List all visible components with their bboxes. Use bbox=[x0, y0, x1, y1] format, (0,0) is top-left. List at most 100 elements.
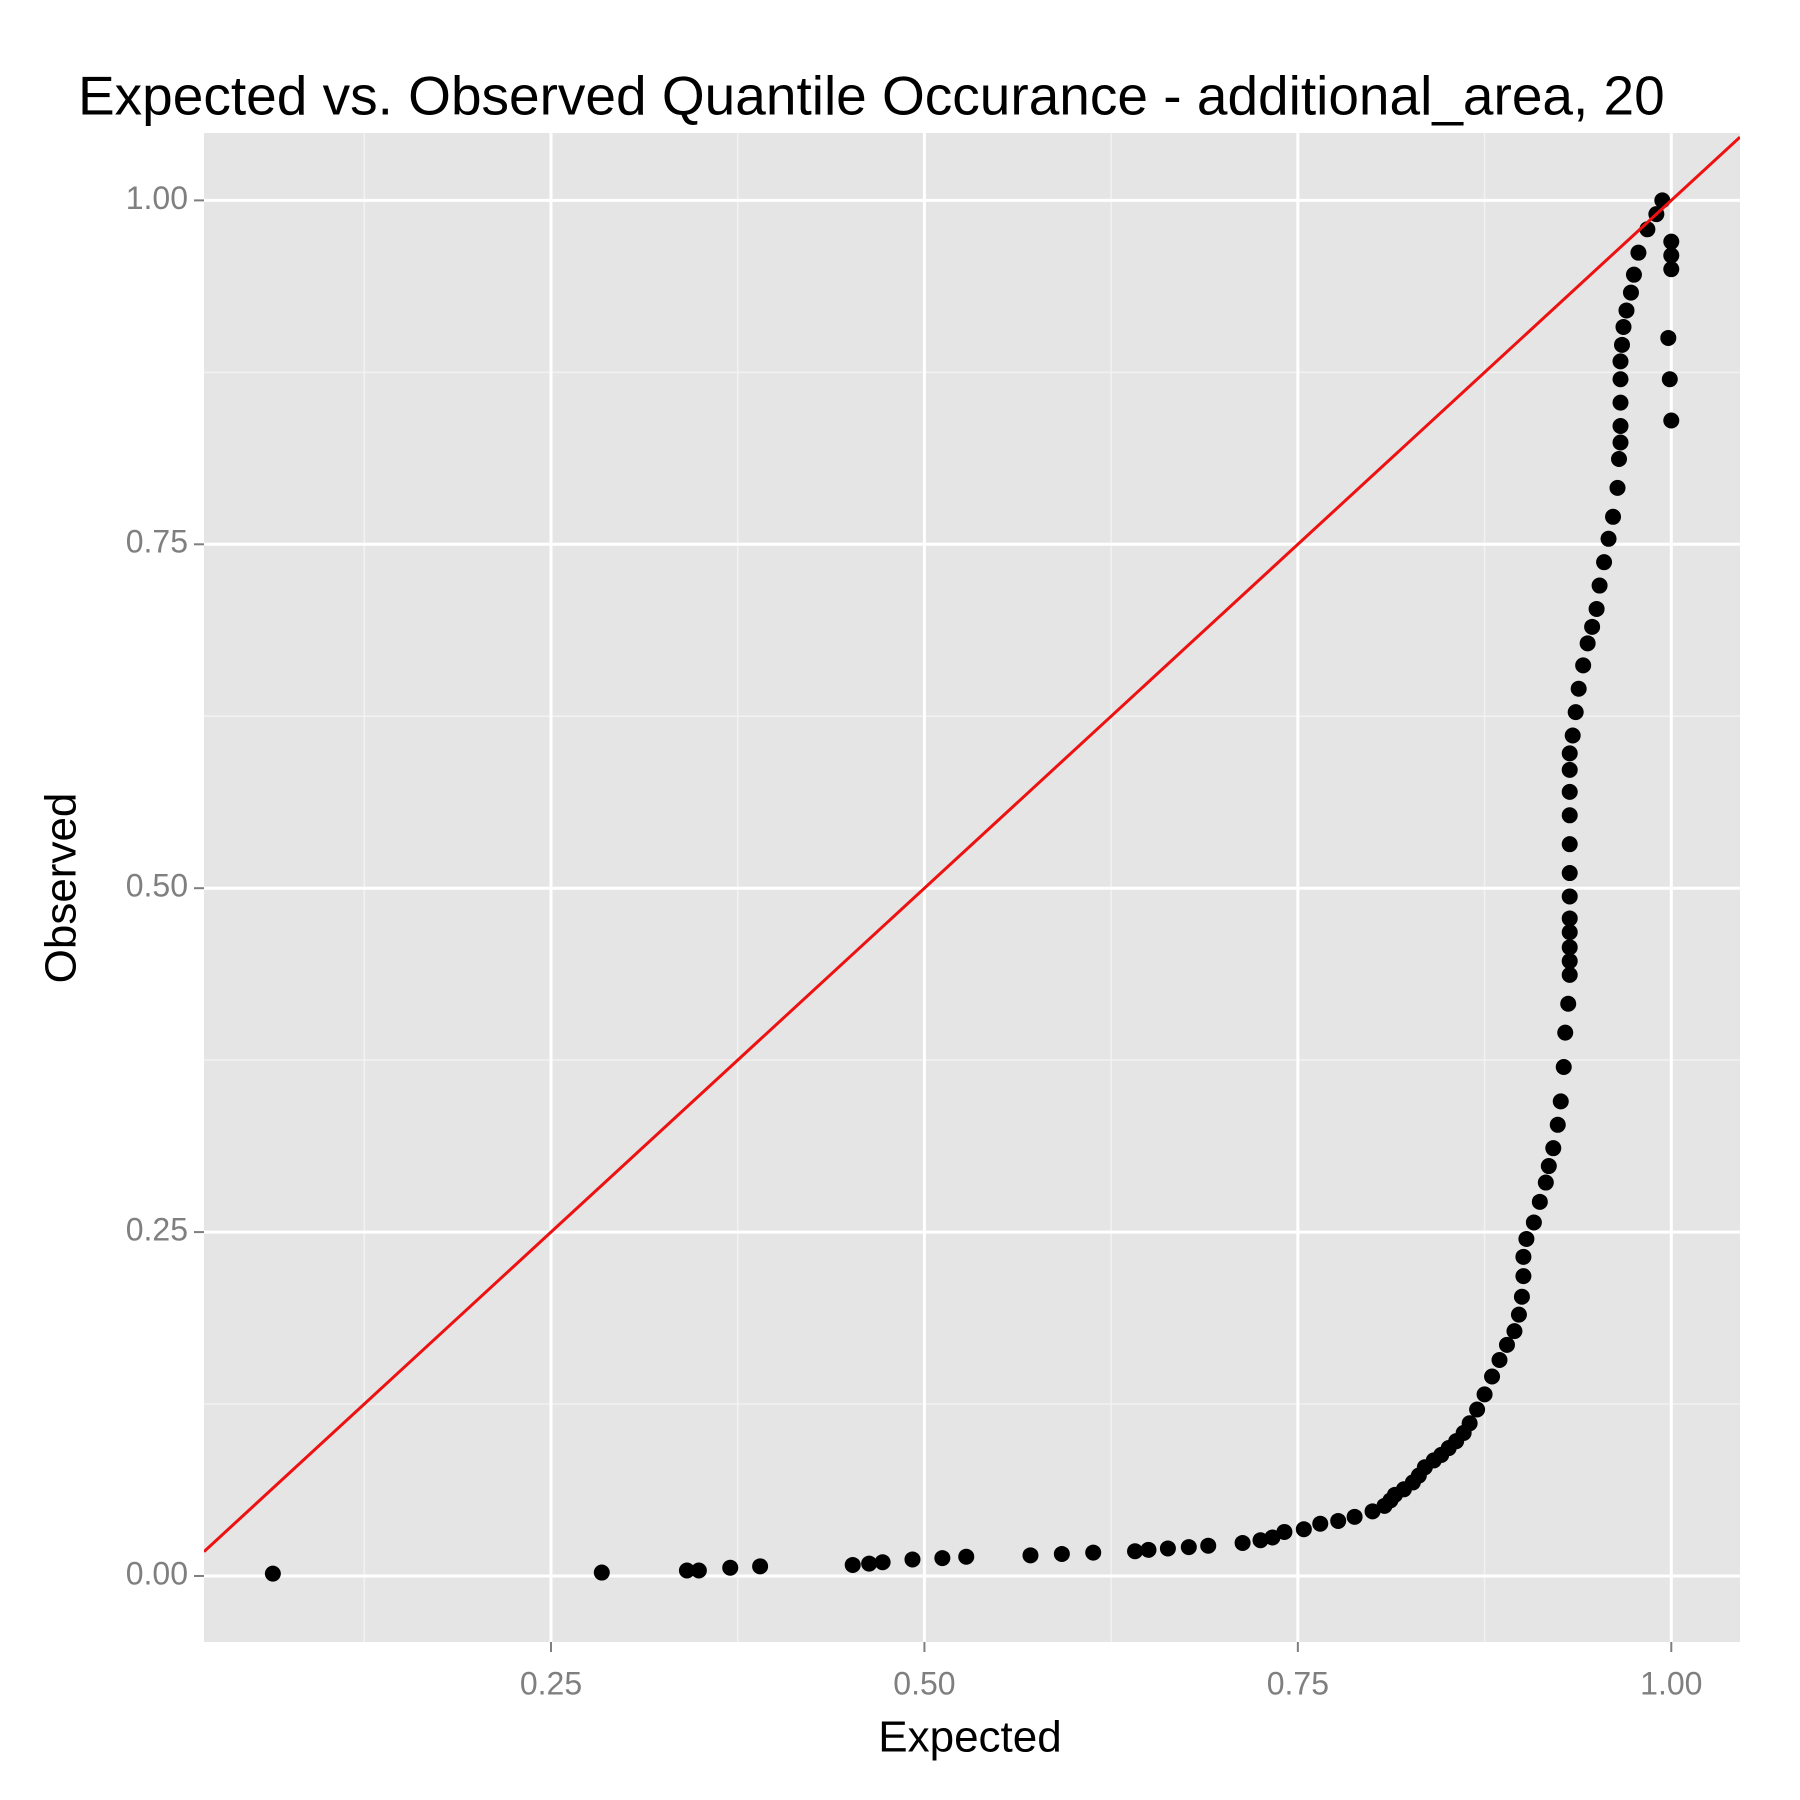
point bbox=[1591, 577, 1608, 594]
point bbox=[1234, 1534, 1251, 1551]
point bbox=[1330, 1512, 1347, 1529]
point bbox=[844, 1556, 861, 1573]
point bbox=[1663, 261, 1680, 278]
point bbox=[934, 1550, 951, 1567]
point bbox=[1612, 417, 1629, 434]
point bbox=[1180, 1539, 1197, 1556]
point bbox=[1561, 966, 1578, 983]
point bbox=[1600, 530, 1617, 547]
point bbox=[1561, 888, 1578, 905]
point bbox=[1545, 1140, 1562, 1157]
point bbox=[1560, 995, 1577, 1012]
point bbox=[1506, 1323, 1523, 1340]
point bbox=[1561, 924, 1578, 941]
x-tick-label: 1.00 bbox=[1640, 1665, 1702, 1701]
point bbox=[1346, 1508, 1363, 1525]
point bbox=[1561, 865, 1578, 882]
y-tick-label: 0.00 bbox=[126, 1555, 188, 1591]
point bbox=[1612, 434, 1629, 451]
point bbox=[1552, 1093, 1569, 1110]
point bbox=[1200, 1537, 1217, 1554]
point bbox=[1575, 657, 1592, 674]
point bbox=[861, 1555, 878, 1572]
point bbox=[1654, 192, 1671, 209]
point bbox=[1584, 618, 1601, 635]
chart-title: Expected vs. Observed Quantile Occurance… bbox=[78, 65, 1665, 127]
x-tick-label: 0.50 bbox=[893, 1665, 955, 1701]
point bbox=[1561, 807, 1578, 824]
point bbox=[690, 1562, 707, 1579]
point bbox=[1611, 451, 1628, 468]
x-axis-label: Expected bbox=[878, 1713, 1061, 1762]
point bbox=[1561, 761, 1578, 778]
point bbox=[1484, 1368, 1501, 1385]
point bbox=[958, 1548, 975, 1565]
point bbox=[264, 1565, 281, 1582]
point bbox=[1513, 1288, 1530, 1305]
point bbox=[1661, 371, 1678, 388]
point bbox=[1564, 727, 1581, 744]
point bbox=[1510, 1306, 1527, 1323]
point bbox=[1561, 783, 1578, 800]
point bbox=[1567, 704, 1584, 721]
point bbox=[1618, 302, 1635, 319]
point bbox=[1159, 1540, 1176, 1557]
point bbox=[1461, 1415, 1478, 1432]
point bbox=[1663, 247, 1680, 264]
y-tick-label: 0.50 bbox=[126, 868, 188, 904]
point bbox=[1498, 1336, 1515, 1353]
point bbox=[1561, 939, 1578, 956]
point bbox=[1561, 836, 1578, 853]
point bbox=[1605, 508, 1622, 525]
point bbox=[1555, 1059, 1572, 1076]
point bbox=[1085, 1544, 1102, 1561]
point bbox=[722, 1559, 739, 1576]
point bbox=[1579, 635, 1596, 652]
point bbox=[1469, 1401, 1486, 1418]
y-axis-label: Observed bbox=[37, 793, 86, 984]
point bbox=[1518, 1230, 1535, 1247]
point bbox=[1561, 910, 1578, 927]
point bbox=[1609, 479, 1626, 496]
point bbox=[1570, 680, 1587, 697]
point bbox=[1491, 1352, 1508, 1369]
point bbox=[1549, 1116, 1566, 1133]
point bbox=[1663, 233, 1680, 250]
point bbox=[1561, 745, 1578, 762]
y-tick-label: 1.00 bbox=[126, 180, 188, 216]
point bbox=[1613, 336, 1630, 353]
point bbox=[593, 1564, 610, 1581]
x-tick-label: 0.75 bbox=[1267, 1665, 1329, 1701]
point bbox=[1630, 244, 1647, 261]
point bbox=[1525, 1214, 1542, 1231]
point bbox=[1663, 412, 1680, 429]
point bbox=[1364, 1503, 1381, 1520]
point bbox=[1053, 1545, 1070, 1562]
point bbox=[1127, 1543, 1144, 1560]
point bbox=[1264, 1529, 1281, 1546]
point bbox=[1312, 1515, 1329, 1532]
point bbox=[1615, 318, 1632, 335]
point bbox=[1515, 1268, 1532, 1285]
point bbox=[1612, 394, 1629, 411]
point bbox=[1612, 353, 1629, 370]
y-tick-label: 0.25 bbox=[126, 1212, 188, 1248]
point bbox=[1612, 371, 1629, 388]
reference-line bbox=[204, 136, 1740, 1553]
x-tick-label: 0.25 bbox=[520, 1665, 582, 1701]
point bbox=[1295, 1521, 1312, 1538]
point bbox=[1622, 284, 1639, 301]
y-tick-label: 0.75 bbox=[126, 524, 188, 560]
point bbox=[1540, 1158, 1557, 1175]
point bbox=[1022, 1547, 1039, 1564]
point bbox=[1276, 1523, 1293, 1540]
point bbox=[1531, 1193, 1548, 1210]
point bbox=[874, 1554, 891, 1571]
point bbox=[1252, 1532, 1269, 1549]
point bbox=[1140, 1541, 1157, 1558]
point bbox=[1557, 1024, 1574, 1041]
point bbox=[1625, 266, 1642, 283]
point bbox=[1476, 1386, 1493, 1403]
point bbox=[1515, 1248, 1532, 1265]
